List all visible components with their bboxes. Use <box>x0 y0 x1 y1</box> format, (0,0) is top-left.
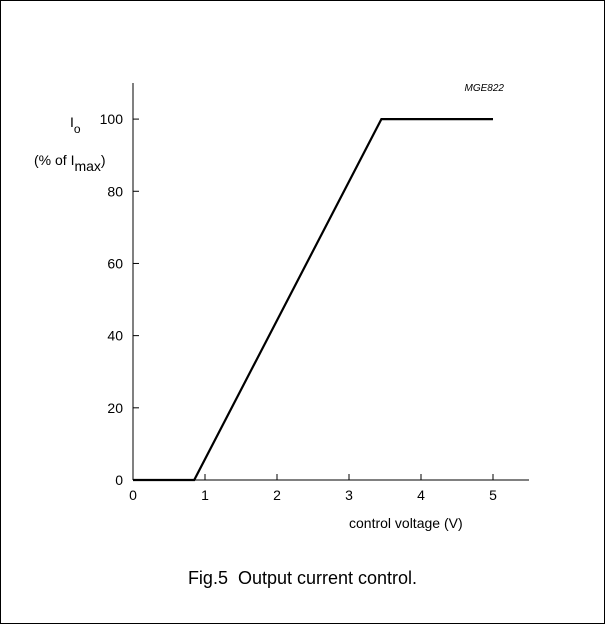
y-axis-unit-prefix: (% of I <box>34 152 74 168</box>
y-axis-unit-suffix: ) <box>101 152 106 168</box>
y-axis-label-main: Io <box>70 114 81 136</box>
y-tick-label: 100 <box>100 111 124 127</box>
x-tick-label: 5 <box>489 487 497 503</box>
figure-caption: Fig.5 Output current control. <box>187 568 418 588</box>
x-tick-label: 3 <box>345 487 353 503</box>
y-axis-symbol-subscript: o <box>74 122 81 136</box>
y-tick-label: 60 <box>107 255 123 271</box>
chart-ticks: 0 1 2 3 4 5 0 20 40 60 80 100 <box>100 111 497 503</box>
x-tick-label: 1 <box>201 487 209 503</box>
x-axis-label: control voltage (V) <box>349 515 463 531</box>
x-tick-label: 4 <box>417 487 425 503</box>
series-line <box>133 117 493 482</box>
y-tick-label: 80 <box>107 183 123 199</box>
y-axis-label-unit: (% of Imax) <box>34 152 106 174</box>
y-axis-unit-subscript: max <box>74 158 100 174</box>
x-tick-label: 0 <box>129 487 137 503</box>
y-tick-label: 0 <box>115 472 123 488</box>
x-tick-label: 2 <box>273 487 281 503</box>
chart-axes <box>132 83 529 481</box>
y-axis-symbol: I <box>70 114 74 130</box>
y-tick-label: 20 <box>107 400 123 416</box>
figure-reference-code: MGE822 <box>465 83 505 94</box>
chart-plot-area <box>133 117 493 482</box>
line-chart: 0 1 2 3 4 5 0 20 40 60 80 100 MGE822 Io (% of Imax)… <box>34 83 529 531</box>
y-tick-label: 40 <box>107 328 123 344</box>
